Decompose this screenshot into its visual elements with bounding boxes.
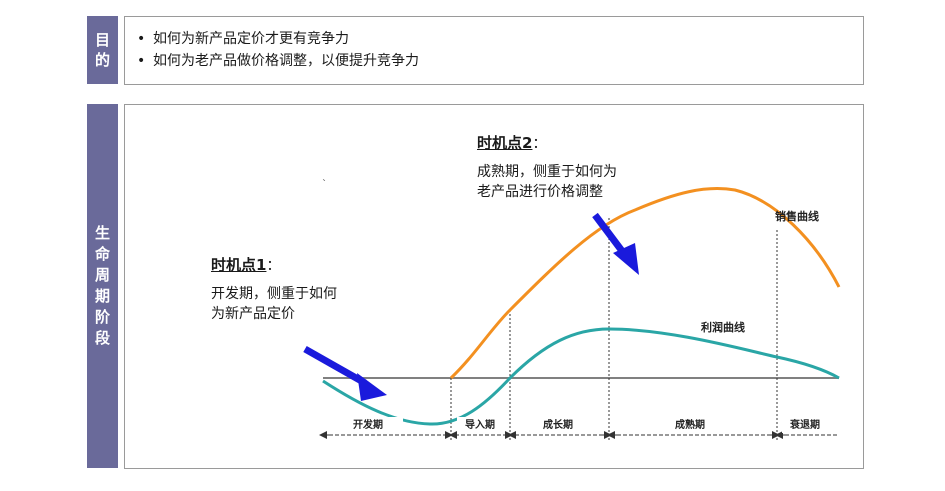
timing-point-1-line1: 开发期，侧重于如何 [211,286,337,302]
profit-curve-label: 利润曲线 [701,320,745,334]
timing-point-2-title: 时机点2 [477,134,533,152]
phase-label-3: 成长期 [543,418,573,431]
sales-curve [449,187,841,380]
phase-label-2: 导入期 [465,418,495,431]
lifecycle-label: 生命周期阶段 [87,104,118,468]
timing-point-1-colon: ： [266,258,281,274]
timing-point-2-line1: 成熟期，侧重于如何为 [477,164,617,180]
purpose-bullet-1: • 如何为新产品定价才更有竞争力 [137,31,349,47]
timing-point-2-line2: 老产品进行价格调整 [477,184,603,200]
arrow-1-icon [303,345,387,401]
purpose-label: 目的 [87,16,118,84]
timing-point-1: 时机点1： 开发期，侧重于如何 为新产品定价 [211,255,337,324]
lifecycle-diagram: ` 销售曲线 利润曲线 [303,178,841,441]
timing-point-2-colon: ： [532,136,547,152]
phase-label-5: 衰退期 [789,418,820,431]
purpose-box: • 如何为新产品定价才更有竞争力 • 如何为老产品做价格调整，以便提升竞争力 [124,16,864,85]
sales-curve-label: 销售曲线 [775,209,819,223]
phase-label-1: 开发期 [353,418,383,431]
arrow-2-icon [592,212,639,275]
timing-point-1-title: 时机点1 [211,256,267,274]
lifecycle-box: ` 销售曲线 利润曲线 [124,104,864,469]
profit-curve [322,327,840,426]
phase-label-4: 成熟期 [675,418,705,431]
stray-mark: ` [322,178,327,190]
purpose-bullet-2: • 如何为老产品做价格调整，以便提升竞争力 [137,53,419,69]
timing-point-1-line2: 为新产品定价 [211,306,295,322]
timing-point-2: 时机点2： 成熟期，侧重于如何为 老产品进行价格调整 [477,133,617,202]
